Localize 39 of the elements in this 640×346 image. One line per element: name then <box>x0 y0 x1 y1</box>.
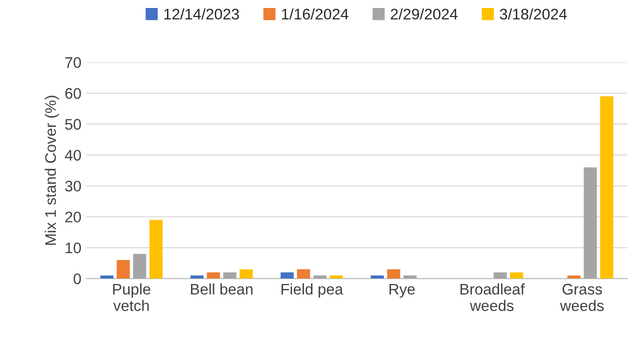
bar <box>387 269 400 279</box>
bar <box>404 275 417 279</box>
bar <box>280 272 294 279</box>
x-tick-label: Field pea <box>282 283 344 298</box>
bar <box>313 275 326 279</box>
x-tick-label: Rye <box>390 284 415 298</box>
bar <box>510 272 524 279</box>
bar <box>223 272 236 279</box>
bar <box>206 272 220 279</box>
bar <box>296 269 310 279</box>
y-tick-label: 50 <box>65 118 81 130</box>
y-tick-label: 40 <box>64 150 81 161</box>
x-tick-label: Grass weeds <box>560 284 604 312</box>
bar <box>584 167 597 279</box>
bar <box>190 275 204 279</box>
bar <box>494 272 507 279</box>
bar <box>149 220 163 279</box>
y-tick-label: 0 <box>74 273 81 284</box>
legend-label: 2/29/2024 <box>390 8 458 20</box>
bar <box>600 96 614 279</box>
bar <box>240 269 253 279</box>
y-tick-label: 70 <box>65 57 81 68</box>
bar <box>100 275 114 279</box>
bar <box>330 275 343 279</box>
y-tick-label: 10 <box>66 242 81 254</box>
x-tick-label: Puple vetch <box>113 283 150 312</box>
y-axis-title: Mix 1 stand Cover (%) <box>44 96 59 245</box>
y-tick-label: 60 <box>65 88 81 99</box>
x-tick-label: Broadleaf weeds <box>460 283 525 312</box>
legend-label: 12/14/2023 <box>164 8 239 20</box>
bar <box>116 260 130 279</box>
y-tick-label: 20 <box>65 212 81 222</box>
x-tick-label: Bell bean <box>191 283 252 295</box>
y-tick-label: 30 <box>65 180 81 192</box>
legend-label: 1/16/2024 <box>282 8 348 20</box>
legend-label: 3/18/2024 <box>500 8 567 20</box>
bar <box>370 275 384 279</box>
bar <box>133 254 146 279</box>
bar <box>567 275 580 279</box>
